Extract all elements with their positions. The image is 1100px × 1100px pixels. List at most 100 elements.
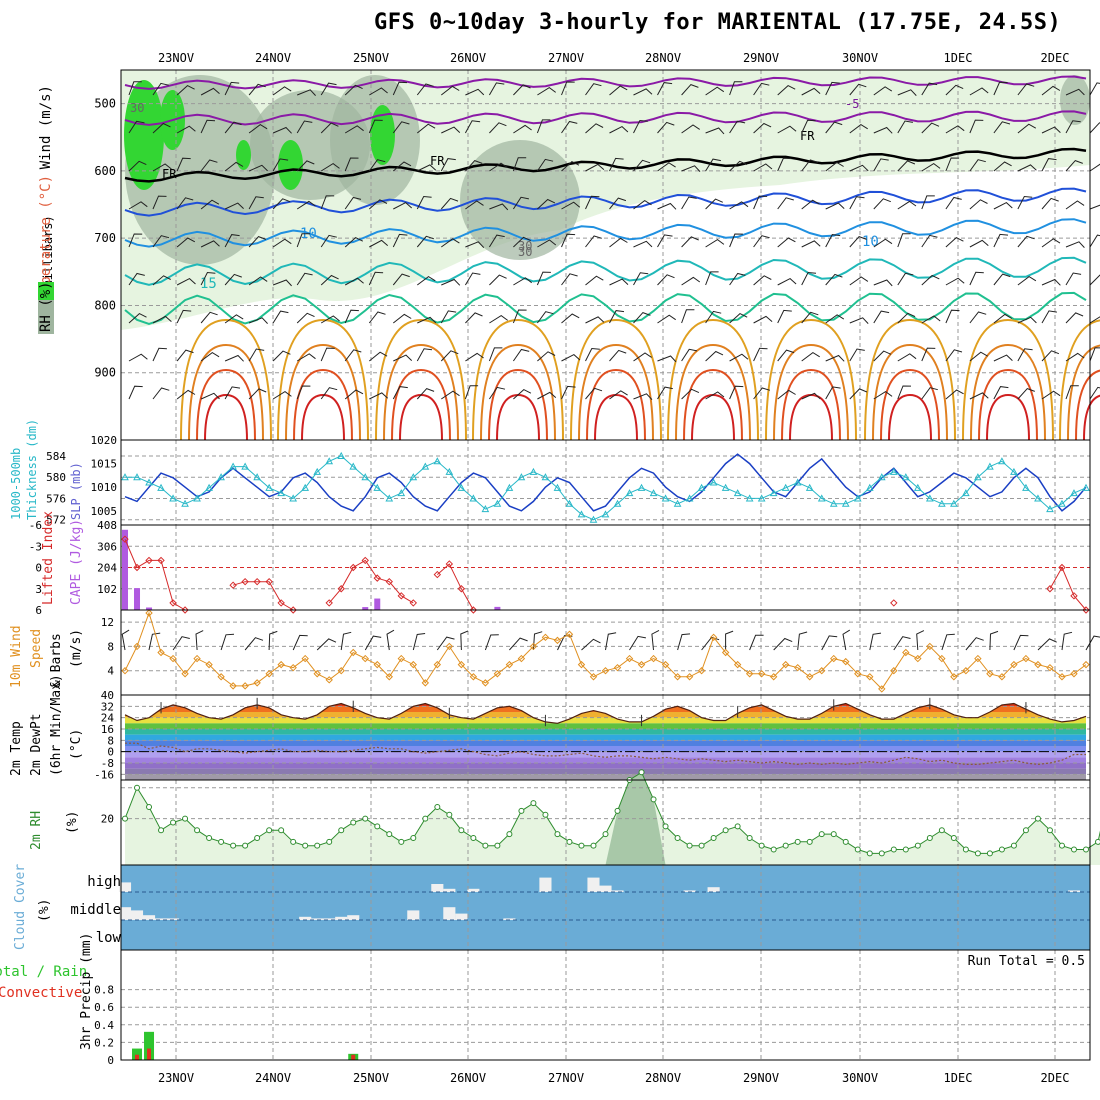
wind-barb: [873, 158, 889, 172]
wind-barb: [849, 196, 865, 210]
thickness-marker: [745, 494, 754, 502]
temp-band: [125, 763, 1086, 769]
wind10-speed-marker: [625, 654, 634, 663]
cloud-background: [121, 865, 1090, 950]
temp-band: [125, 768, 1086, 775]
wind10-speed-marker: [1046, 663, 1054, 672]
wind10-speed-marker: [673, 673, 682, 681]
thickness-marker: [313, 467, 322, 475]
temp-band: [125, 712, 1086, 718]
wind-barb: [681, 348, 698, 362]
cloud-level-label: middle: [70, 902, 121, 918]
rh-bright-blob: [236, 140, 251, 170]
wind10-speed-marker: [181, 670, 189, 678]
wind-barb: [1065, 200, 1085, 210]
wind-barb: [416, 235, 435, 248]
wind-barb: [633, 393, 653, 400]
wind-barb: [729, 81, 743, 96]
thickness-marker: [733, 489, 742, 497]
temp-contour-warm: [781, 368, 841, 441]
wind-barb: [1089, 122, 1100, 134]
wind-barb: [585, 235, 602, 248]
temperature-legend-label: Temperature (°C): [38, 175, 54, 310]
wind-barb: [200, 351, 220, 362]
wind10-speed-marker: [914, 654, 922, 663]
lifted-index-line: [1049, 566, 1087, 611]
wind-barb: [753, 275, 772, 286]
thickness-marker: [229, 462, 237, 470]
wind10-speed-marker: [1010, 660, 1018, 669]
thickness-marker: [697, 483, 706, 491]
temp-contour-warm: [594, 393, 638, 441]
wind-barb: [488, 82, 505, 96]
rh2m-marker: [530, 800, 537, 807]
cloud-axis-label: Cloud Cover: [13, 864, 28, 950]
rh2m-area: [125, 772, 1100, 865]
wind-barb: [585, 316, 605, 324]
wind-barb: [969, 87, 989, 96]
wind-barb: [1089, 163, 1100, 172]
wind-barb: [753, 235, 770, 248]
day-label-bottom: 30NOV: [842, 1071, 878, 1085]
thickness-marker: [649, 489, 658, 497]
wind-barb: [705, 391, 725, 400]
day-label-bottom: 26NOV: [450, 1071, 486, 1085]
cloud-middle-bar: [118, 907, 132, 920]
wind10-speed-marker: [637, 660, 646, 669]
wind-barb: [729, 233, 743, 248]
lifted-index-marker: [169, 599, 177, 607]
wind-barb: [344, 196, 362, 210]
wind-barb: [609, 310, 625, 324]
pressure-tick-label: 800: [94, 298, 116, 312]
rh2m-marker: [842, 838, 849, 845]
thickness-marker: [433, 457, 442, 465]
rh2m-marker: [794, 838, 801, 845]
wind-barb: [729, 385, 744, 400]
cloud-axis-label: (%): [37, 899, 52, 922]
thickness-marker: [938, 499, 946, 507]
wind-barb: [993, 201, 1013, 210]
wind-barb: [801, 271, 817, 286]
wind-barb: [729, 313, 748, 324]
wind-barb: [393, 201, 413, 210]
rh2m-marker: [578, 842, 585, 849]
temp-band: [125, 717, 1086, 724]
rh2m-marker: [350, 819, 357, 826]
temp-contour-warm: [675, 343, 751, 441]
wind10-speed-marker: [757, 670, 766, 678]
wind-barb: [416, 388, 435, 400]
wind10-speed-marker: [613, 663, 622, 672]
wind-barb: [417, 275, 436, 286]
rh2m-marker: [206, 834, 213, 841]
thickness-tick-label: 572: [46, 514, 66, 527]
rh-bright-blob: [278, 140, 303, 190]
wind-barb: [537, 351, 556, 362]
wind10-speed-marker: [685, 673, 694, 681]
wind10-barb: [364, 635, 382, 651]
thickness-marker: [469, 494, 478, 502]
wind-barb: [1041, 197, 1059, 210]
wind-barb: [897, 272, 914, 286]
wind-barb: [897, 200, 917, 210]
wind-barb: [681, 84, 699, 96]
temp-tick-label: 0: [107, 746, 114, 759]
cloud-middle-bar: [455, 913, 468, 920]
thickness-marker: [505, 483, 514, 491]
wind-barb: [128, 312, 147, 324]
wind-barb: [1017, 235, 1035, 248]
wind-barb: [320, 82, 337, 96]
wind10-barb: [148, 632, 161, 651]
wind10-speed-marker: [313, 670, 321, 678]
wind-barb: [657, 121, 675, 134]
wind-barb: [921, 347, 936, 362]
wind-barb: [561, 201, 581, 210]
wind10-speed-marker: [337, 667, 345, 675]
wind-barb: [801, 159, 819, 172]
wind10-speed-marker: [121, 667, 129, 675]
wind10-barb: [869, 632, 882, 651]
wind10-speed-marker: [541, 633, 550, 642]
temp-contour-warm: [1067, 344, 1100, 441]
wind-barb: [825, 202, 845, 210]
cape-bar: [122, 529, 128, 610]
rh-legend-swatch: [38, 300, 54, 334]
